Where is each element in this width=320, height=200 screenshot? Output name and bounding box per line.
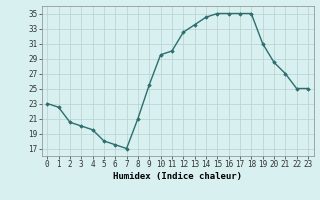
X-axis label: Humidex (Indice chaleur): Humidex (Indice chaleur): [113, 172, 242, 181]
